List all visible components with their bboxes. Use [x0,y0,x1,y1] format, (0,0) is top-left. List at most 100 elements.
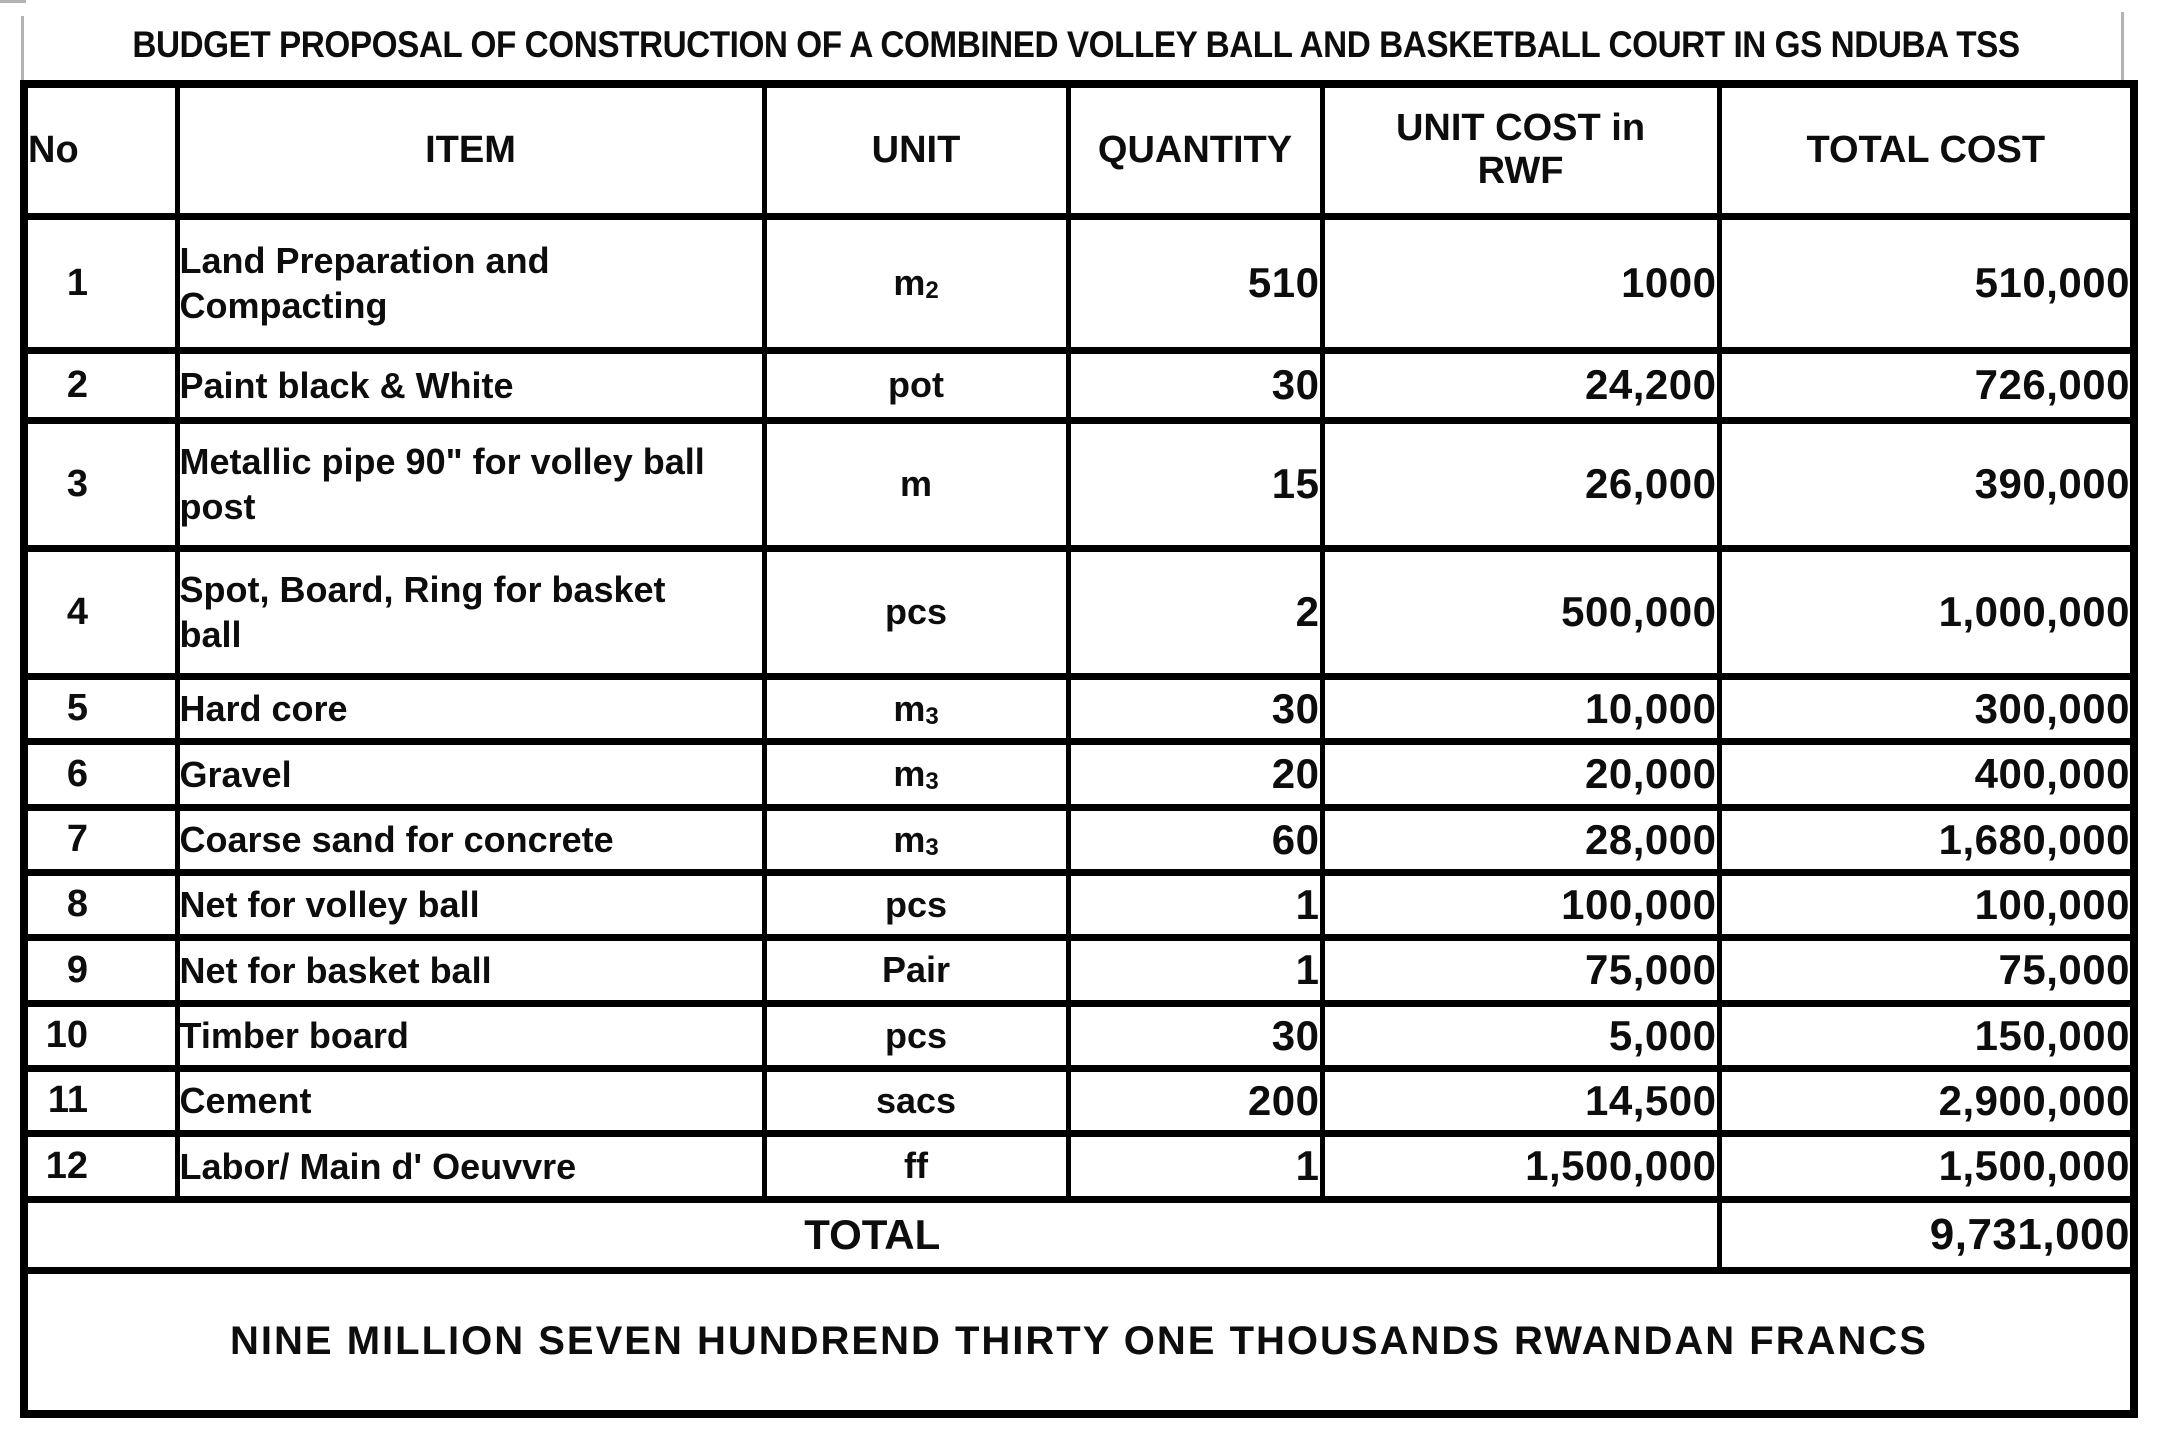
quantity-cell: 30 [1065,672,1325,745]
item-cell: Labor/ Main d' Oeuvvre [174,1129,767,1203]
unit-cost-cell: 14,500 [1319,1064,1722,1137]
scan-artifact-line [21,16,24,82]
unit-cell: sacs [761,1064,1071,1137]
item-row: 8 Net for volley ball pcs 1 100,000 100,000 [21,868,2137,941]
total-cost-cell: 300,000 [1716,672,2137,745]
quantity-cell: 2 [1065,544,1325,680]
item-cell: Cement [174,1064,767,1137]
unit-cell: pcs [761,544,1071,680]
unit-cell: m3 [761,672,1071,745]
item-cell: Paint black & White [174,346,767,424]
total-cost-cell: 1,500,000 [1716,1129,2137,1203]
item-row: 3 Metallic pipe 90" for volley ball post m… [21,416,2137,552]
unit-cost-cell: 500,000 [1319,544,1722,680]
unit-cost-cell: 75,000 [1319,933,1722,1007]
row-number-cell: 5 [21,672,180,745]
item-cell: Net for basket ball [174,933,767,1007]
total-cost-cell: 100,000 [1716,868,2137,941]
total-cost-cell: 726,000 [1716,346,2137,424]
quantity-cell: 30 [1065,346,1325,424]
unit-cost-cell: 24,200 [1319,346,1722,424]
item-row: 9 Net for basket ball Pair 1 75,000 75,000 [21,933,2137,1007]
unit-cell: m3 [761,803,1071,876]
column-header-quantity: QUANTITY [1065,80,1325,220]
column-header-item: ITEM [174,80,767,220]
total-label: TOTAL [21,1195,1722,1274]
total-cost-cell: 390,000 [1716,416,2137,552]
total-cost-cell: 510,000 [1716,212,2137,354]
item-cell: Gravel [174,737,767,811]
item-row: 1 Land Preparation and Compacting m2 510 100… [21,212,2137,354]
unit-cell: m3 [761,737,1071,811]
item-cell: Net for volley ball [174,868,767,941]
quantity-cell: 1 [1065,933,1325,1007]
quantity-cell: 30 [1065,999,1325,1072]
unit-cell: ff [761,1129,1071,1203]
item-cell: Hard core [174,672,767,745]
unit-cost-cell: 26,000 [1319,416,1722,552]
total-row: TOTAL 9,731,000 [21,1195,2137,1274]
row-number-cell: 9 [21,933,180,1007]
column-header-unit: UNIT [761,80,1071,220]
total-cost-cell: 150,000 [1716,999,2137,1072]
total-cost-cell: 2,900,000 [1716,1064,2137,1137]
item-row: 2 Paint black & White pot 30 24,200 726,000 [21,346,2137,424]
item-row: 6 Gravel m3 20 20,000 400,000 [21,737,2137,811]
quantity-cell: 20 [1065,737,1325,811]
total-cost-cell: 1,680,000 [1716,803,2137,876]
unit-cost-cell: 28,000 [1319,803,1722,876]
unit-cost-cell: 100,000 [1319,868,1722,941]
unit-cell: Pair [761,933,1071,1007]
item-row: 7 Coarse sand for concrete m3 60 28,000 1,680… [21,803,2137,876]
item-cell: Spot, Board, Ring for basket ball [174,544,767,680]
quantity-cell: 60 [1065,803,1325,876]
amount-in-words: NINE MILLION SEVEN HUNDREND THIRTY ONE T… [21,1266,2137,1418]
scan-artifact-line [2121,12,2124,82]
unit-cell: m [761,416,1071,552]
column-header-no: No [21,80,180,220]
column-header-unit-cost: UNIT COST in RWF [1319,80,1722,220]
quantity-cell: 15 [1065,416,1325,552]
unit-cell: pcs [761,999,1071,1072]
unit-cost-cell: 1000 [1319,212,1722,354]
quantity-cell: 200 [1065,1064,1325,1137]
unit-cost-cell: 5,000 [1319,999,1722,1072]
row-number-cell: 2 [21,346,180,424]
amount-in-words-row: NINE MILLION SEVEN HUNDREND THIRTY ONE T… [21,1266,2137,1418]
item-row: 4 Spot, Board, Ring for basket ball pcs 2 50… [21,544,2137,680]
total-value: 9,731,000 [1716,1195,2137,1274]
total-cost-cell: 400,000 [1716,737,2137,811]
quantity-cell: 1 [1065,868,1325,941]
column-header-total-cost: TOTAL COST [1716,80,2137,220]
quantity-cell: 510 [1065,212,1325,354]
unit-cost-cell: 10,000 [1319,672,1722,745]
unit-cell: pot [761,346,1071,424]
row-number-cell: 12 [21,1129,180,1203]
budget-table: No ITEM UNIT QUANTITY UNIT COST in RWF T… [20,80,2138,1418]
item-row: 5 Hard core m3 30 10,000 300,000 [21,672,2137,745]
item-cell: Metallic pipe 90" for volley ball post [174,416,767,552]
unit-cost-cell: 1,500,000 [1319,1129,1722,1203]
row-number-cell: 11 [21,1064,180,1137]
unit-cell: m2 [761,212,1071,354]
row-number-cell: 4 [21,544,180,680]
item-row: 12 Labor/ Main d' Oeuvvre ff 1 1,500,000 1,50… [21,1129,2137,1203]
row-number-cell: 3 [21,416,180,552]
total-cost-cell: 75,000 [1716,933,2137,1007]
item-row: 11 Cement sacs 200 14,500 2,900,000 [21,1064,2137,1137]
document-title: BUDGET PROPOSAL OF CONSTRUCTION OF A COM… [132,24,2020,65]
row-number-cell: 6 [21,737,180,811]
row-number-cell: 10 [21,999,180,1072]
scan-artifact-line [0,0,26,3]
row-number-cell: 8 [21,868,180,941]
item-cell: Timber board [174,999,767,1072]
item-cell: Coarse sand for concrete [174,803,767,876]
unit-cost-cell: 20,000 [1319,737,1722,811]
unit-cell: pcs [761,868,1071,941]
item-row: 10 Timber board pcs 30 5,000 150,000 [21,999,2137,1072]
row-number-cell: 1 [21,212,180,354]
total-cost-cell: 1,000,000 [1716,544,2137,680]
quantity-cell: 1 [1065,1129,1325,1203]
header-row: No ITEM UNIT QUANTITY UNIT COST in RWF T… [21,80,2137,220]
